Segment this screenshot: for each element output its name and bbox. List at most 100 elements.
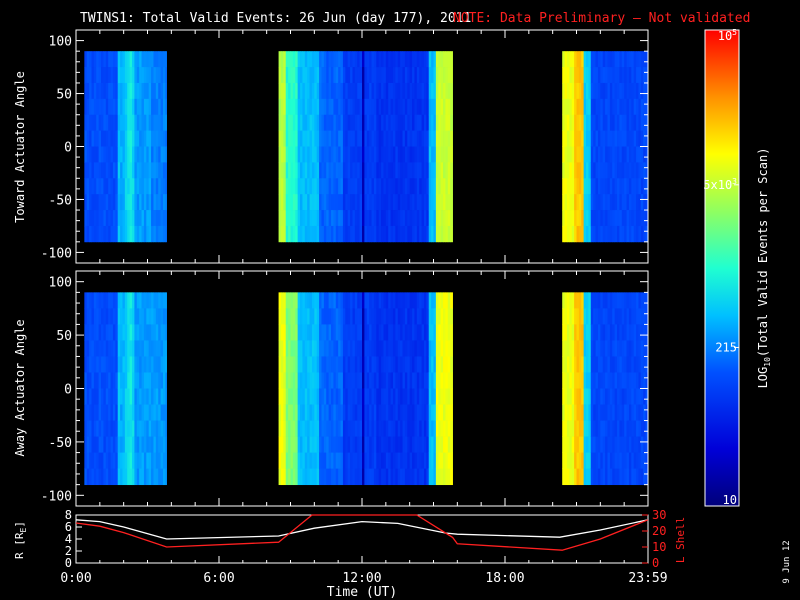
heatmap-cell (624, 82, 627, 100)
heatmap-cell (136, 308, 140, 325)
heatmap-cell (388, 292, 391, 309)
heatmap-cell (566, 372, 570, 389)
heatmap-cell (602, 210, 606, 227)
heatmap-cell (139, 420, 142, 437)
heatmap-cell (352, 178, 356, 195)
heatmap-cell (362, 114, 365, 132)
heatmap-cell (316, 67, 320, 84)
heatmap-cell (283, 225, 287, 243)
heatmap-cell (153, 82, 157, 100)
heatmap-cell (378, 67, 382, 84)
heatmap-cell (383, 436, 387, 453)
preliminary-note: NOTE: Data Preliminary – Not validated (453, 11, 750, 26)
heatmap-cell (354, 420, 358, 437)
heatmap-cell (307, 51, 310, 68)
heatmap-cell (431, 178, 434, 195)
heatmap-cell (626, 82, 630, 100)
heatmap-cell (423, 210, 427, 227)
heatmap-cell (607, 210, 611, 227)
heatmap-cell (112, 178, 116, 195)
heatmap-cell (431, 130, 434, 147)
heatmap-cell (597, 130, 601, 147)
heatmap-cell (392, 340, 396, 357)
heatmap-cell (419, 308, 422, 325)
heatmap-cell (309, 130, 313, 147)
heatmap-cell (127, 436, 131, 453)
heatmap-cell (89, 420, 92, 437)
heatmap-cell (108, 98, 111, 116)
heatmap-cell (314, 82, 318, 100)
heatmap-cell (443, 130, 446, 147)
heatmap-cell (122, 388, 126, 405)
heatmap-cell (89, 194, 92, 211)
heatmap-cell (578, 324, 582, 341)
heatmap-cell (428, 114, 432, 132)
heatmap-cell (431, 194, 434, 211)
heatmap-cell (285, 130, 289, 147)
heatmap-cell (571, 436, 575, 453)
heatmap-cell (409, 356, 413, 373)
heatmap-cell (562, 468, 565, 486)
heatmap-cell (307, 452, 310, 470)
heatmap-cell (362, 146, 365, 163)
heatmap-cell (143, 67, 147, 84)
heatmap-cell (373, 82, 377, 100)
heatmap-cell (421, 356, 425, 373)
heatmap-cell (607, 178, 611, 195)
heatmap-cell (376, 130, 380, 147)
heatmap-cell (288, 178, 291, 195)
heatmap-cell (428, 436, 432, 453)
heatmap-cell (631, 468, 635, 486)
heatmap-cell (602, 356, 606, 373)
heatmap-cell (645, 292, 649, 309)
heatmap-cell (302, 82, 306, 100)
heatmap-cell (302, 194, 306, 211)
heatmap-cell (412, 356, 415, 373)
heatmap-cell (134, 404, 138, 421)
heatmap-cell (614, 372, 618, 389)
heatmap-cell (638, 356, 642, 373)
heatmap-cell (302, 356, 306, 373)
heatmap-cell (103, 452, 107, 470)
heatmap-cell (347, 194, 351, 211)
heatmap-cell (143, 324, 147, 341)
heatmap-cell (280, 98, 284, 116)
heatmap-cell (316, 420, 320, 437)
heatmap-cell (626, 114, 630, 132)
heatmap-cell (158, 420, 162, 437)
heatmap-cell (295, 468, 299, 486)
heatmap-cell (435, 114, 439, 132)
heatmap-cell (423, 436, 427, 453)
heatmap-cell (101, 356, 104, 373)
heatmap-cell (328, 340, 332, 357)
heatmap-cell (416, 292, 420, 309)
heatmap-cell (165, 468, 167, 486)
heatmap-cell (402, 340, 406, 357)
heatmap-cell (412, 468, 415, 486)
heatmap-cell (407, 67, 411, 84)
heatmap-cell (352, 436, 356, 453)
heatmap-cell (645, 98, 649, 116)
heatmap-cell (283, 356, 287, 373)
heatmap-cell (404, 404, 408, 421)
heatmap-cell (402, 210, 406, 227)
heatmap-cell (388, 356, 391, 373)
heatmap-cell (593, 130, 596, 147)
heatmap-cell (412, 420, 415, 437)
heatmap-cell (354, 468, 358, 486)
heatmap-cell (364, 372, 368, 389)
heatmap-cell (385, 308, 389, 325)
heatmap-cell (335, 404, 339, 421)
heatmap-cell (139, 210, 142, 227)
heatmap-cell (309, 340, 313, 357)
heatmap-cell (146, 308, 150, 325)
heatmap-cell (621, 468, 625, 486)
heatmap-cell (400, 452, 403, 470)
heatmap-cell (148, 114, 152, 132)
heatmap-cell (345, 67, 349, 84)
heatmap-cell (636, 340, 639, 357)
heatmap-cell (328, 194, 332, 211)
heatmap-cell (419, 404, 422, 421)
heatmap-cell (115, 372, 119, 389)
heatmap-cell (96, 468, 100, 486)
